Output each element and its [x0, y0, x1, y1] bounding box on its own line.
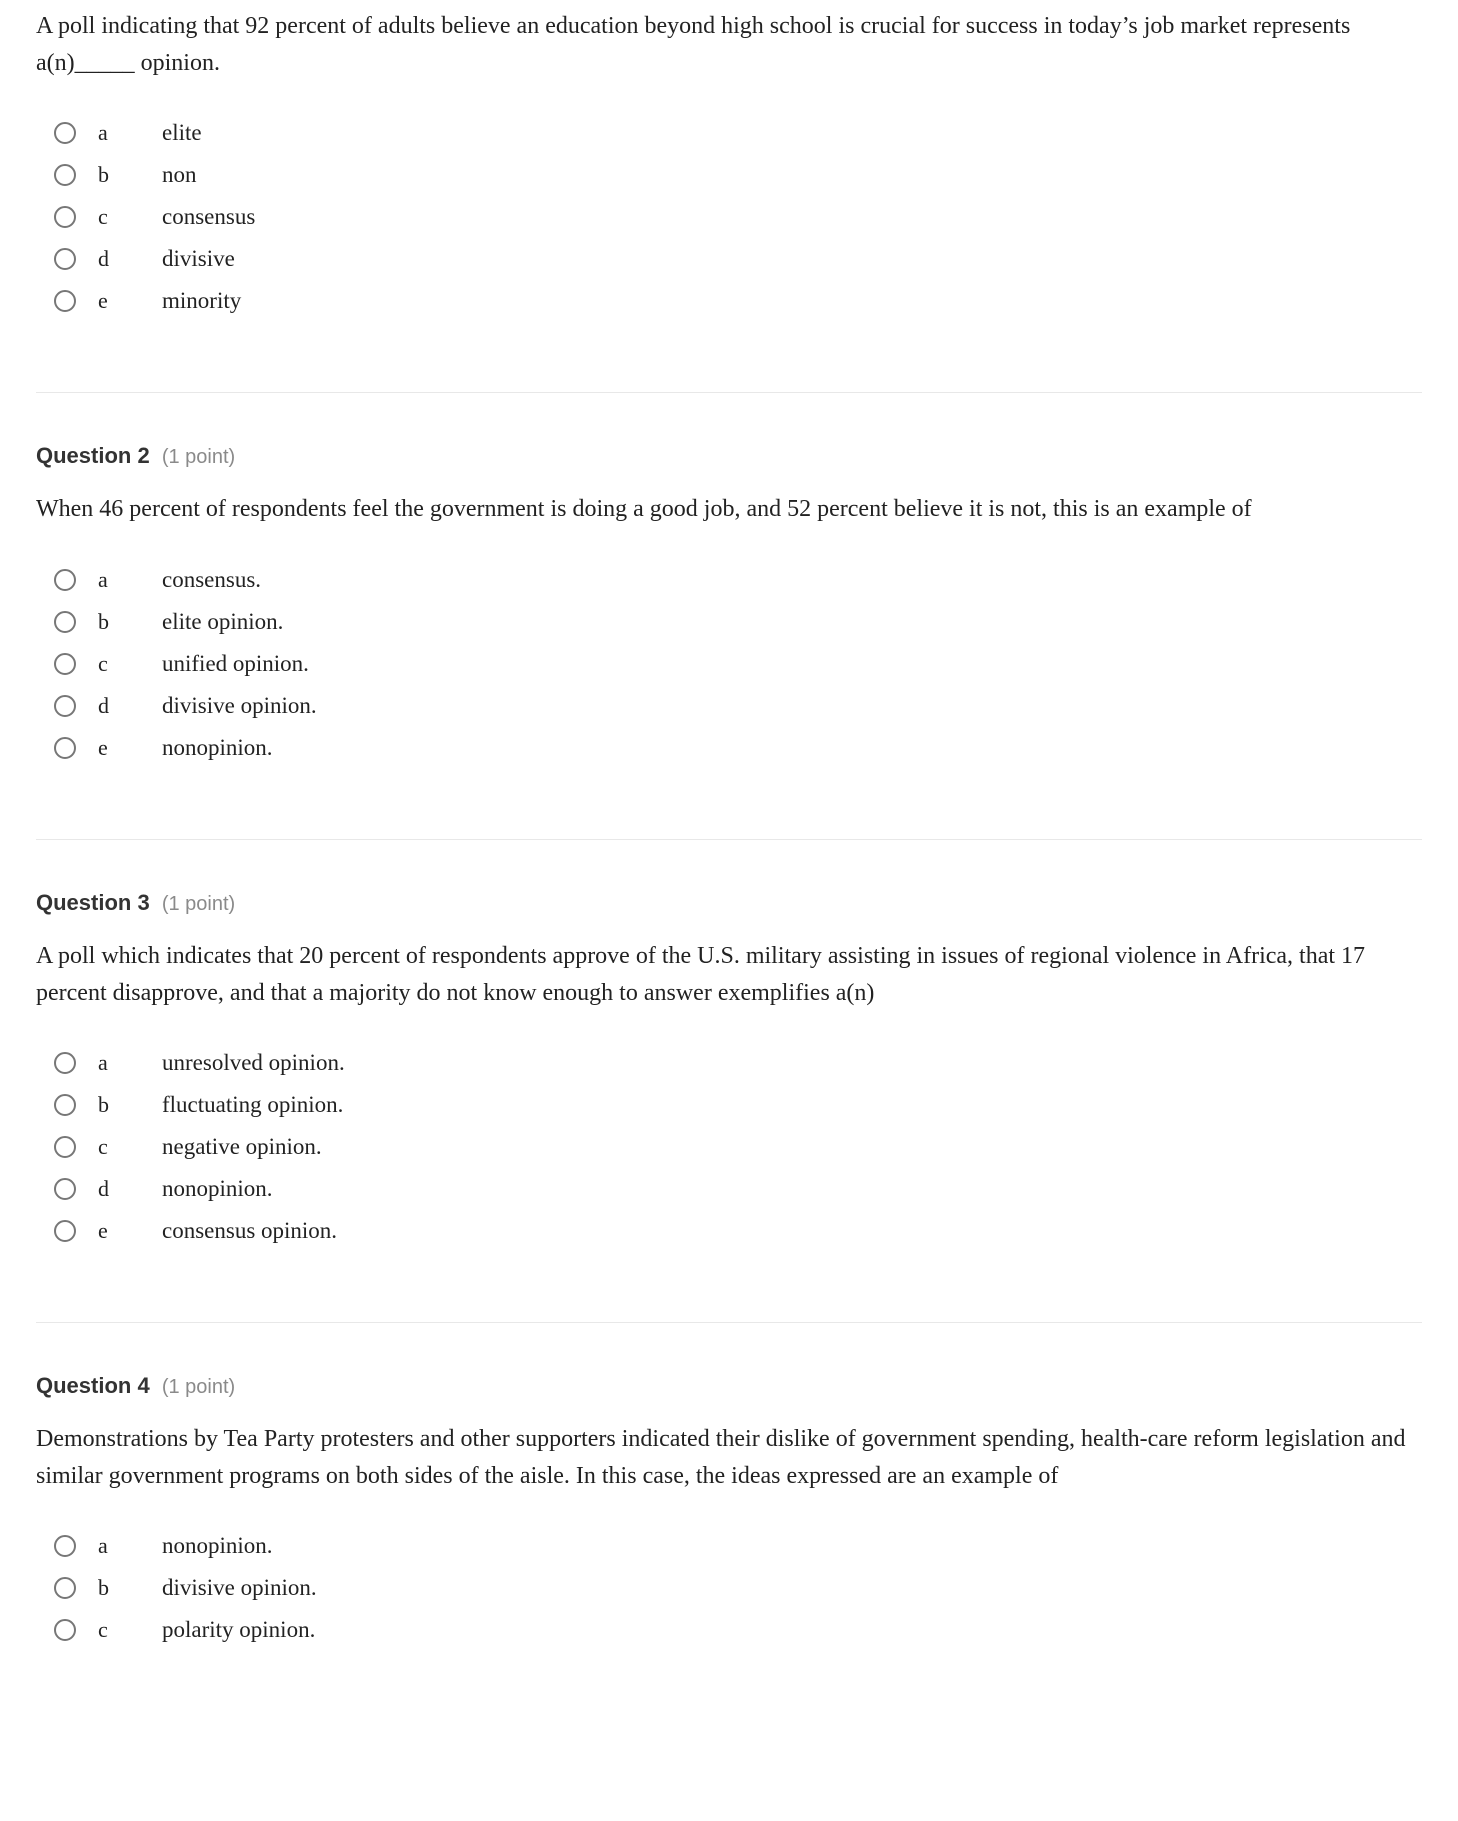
- option-row[interactable]: e consensus opinion.: [54, 1210, 1422, 1252]
- question-points: (1 point): [162, 1376, 235, 1398]
- option-text: nonopinion.: [162, 1176, 273, 1202]
- radio-icon[interactable]: [54, 206, 76, 228]
- option-text: nonopinion.: [162, 735, 273, 761]
- option-row[interactable]: b fluctuating opinion.: [54, 1084, 1422, 1126]
- question-number: Question 2: [36, 443, 150, 468]
- question-prompt: Demonstrations by Tea Party protesters a…: [36, 1421, 1422, 1495]
- radio-icon[interactable]: [54, 1619, 76, 1641]
- question-block-1: A poll indicating that 92 percent of adu…: [36, 8, 1422, 393]
- radio-icon[interactable]: [54, 569, 76, 591]
- option-letter: c: [76, 1617, 162, 1643]
- option-letter: c: [76, 1134, 162, 1160]
- option-row[interactable]: d nonopinion.: [54, 1168, 1422, 1210]
- option-letter: e: [76, 735, 162, 761]
- radio-icon[interactable]: [54, 1178, 76, 1200]
- option-letter: b: [76, 1092, 162, 1118]
- options-list: a nonopinion. b divisive opinion. c pola…: [36, 1525, 1422, 1651]
- option-row[interactable]: a nonopinion.: [54, 1525, 1422, 1567]
- question-number: Question 3: [36, 890, 150, 915]
- option-row[interactable]: d divisive opinion.: [54, 685, 1422, 727]
- option-letter: d: [76, 693, 162, 719]
- option-text: divisive: [162, 246, 235, 272]
- option-text: minority: [162, 288, 241, 314]
- question-block-2: Question 2 (1 point) When 46 percent of …: [36, 443, 1422, 839]
- option-letter: e: [76, 288, 162, 314]
- radio-icon[interactable]: [54, 164, 76, 186]
- option-text: elite opinion.: [162, 609, 283, 635]
- option-letter: c: [76, 204, 162, 230]
- radio-icon[interactable]: [54, 1136, 76, 1158]
- option-text: unresolved opinion.: [162, 1050, 345, 1076]
- option-row[interactable]: a elite: [54, 112, 1422, 154]
- quiz-page: A poll indicating that 92 percent of adu…: [0, 0, 1458, 1651]
- option-text: polarity opinion.: [162, 1617, 315, 1643]
- option-row[interactable]: b non: [54, 154, 1422, 196]
- radio-icon[interactable]: [54, 611, 76, 633]
- radio-icon[interactable]: [54, 737, 76, 759]
- question-prompt: When 46 percent of respondents feel the …: [36, 491, 1422, 528]
- option-letter: d: [76, 246, 162, 272]
- question-header: Question 3 (1 point): [36, 890, 1422, 916]
- question-header: Question 2 (1 point): [36, 443, 1422, 469]
- option-letter: a: [76, 567, 162, 593]
- option-text: nonopinion.: [162, 1533, 273, 1559]
- options-list: a elite b non c consensus d divisive e: [36, 112, 1422, 322]
- question-prompt: A poll indicating that 92 percent of adu…: [36, 8, 1422, 82]
- radio-icon[interactable]: [54, 122, 76, 144]
- radio-icon[interactable]: [54, 1535, 76, 1557]
- question-number: Question 4: [36, 1373, 150, 1398]
- option-text: divisive opinion.: [162, 693, 317, 719]
- option-text: consensus.: [162, 567, 261, 593]
- radio-icon[interactable]: [54, 1220, 76, 1242]
- option-letter: c: [76, 651, 162, 677]
- option-text: unified opinion.: [162, 651, 309, 677]
- option-row[interactable]: c negative opinion.: [54, 1126, 1422, 1168]
- question-points: (1 point): [162, 446, 235, 468]
- radio-icon[interactable]: [54, 695, 76, 717]
- options-list: a unresolved opinion. b fluctuating opin…: [36, 1042, 1422, 1252]
- option-letter: a: [76, 120, 162, 146]
- radio-icon[interactable]: [54, 290, 76, 312]
- radio-icon[interactable]: [54, 1052, 76, 1074]
- option-letter: b: [76, 1575, 162, 1601]
- radio-icon[interactable]: [54, 248, 76, 270]
- option-row[interactable]: e minority: [54, 280, 1422, 322]
- option-row[interactable]: a unresolved opinion.: [54, 1042, 1422, 1084]
- option-row[interactable]: e nonopinion.: [54, 727, 1422, 769]
- question-block-4: Question 4 (1 point) Demonstrations by T…: [36, 1373, 1422, 1651]
- option-row[interactable]: d divisive: [54, 238, 1422, 280]
- question-header: Question 4 (1 point): [36, 1373, 1422, 1399]
- radio-icon[interactable]: [54, 653, 76, 675]
- option-text: negative opinion.: [162, 1134, 322, 1160]
- option-row[interactable]: c consensus: [54, 196, 1422, 238]
- question-block-3: Question 3 (1 point) A poll which indica…: [36, 890, 1422, 1323]
- option-text: divisive opinion.: [162, 1575, 317, 1601]
- option-row[interactable]: a consensus.: [54, 559, 1422, 601]
- option-letter: e: [76, 1218, 162, 1244]
- question-points: (1 point): [162, 893, 235, 915]
- option-row[interactable]: b elite opinion.: [54, 601, 1422, 643]
- option-letter: b: [76, 162, 162, 188]
- options-list: a consensus. b elite opinion. c unified …: [36, 559, 1422, 769]
- option-text: non: [162, 162, 197, 188]
- option-letter: a: [76, 1533, 162, 1559]
- option-text: consensus opinion.: [162, 1218, 337, 1244]
- radio-icon[interactable]: [54, 1094, 76, 1116]
- option-letter: b: [76, 609, 162, 635]
- question-prompt: A poll which indicates that 20 percent o…: [36, 938, 1422, 1012]
- option-row[interactable]: c unified opinion.: [54, 643, 1422, 685]
- option-letter: d: [76, 1176, 162, 1202]
- radio-icon[interactable]: [54, 1577, 76, 1599]
- option-text: fluctuating opinion.: [162, 1092, 343, 1118]
- option-text: elite: [162, 120, 202, 146]
- option-text: consensus: [162, 204, 255, 230]
- option-row[interactable]: b divisive opinion.: [54, 1567, 1422, 1609]
- option-row[interactable]: c polarity opinion.: [54, 1609, 1422, 1651]
- option-letter: a: [76, 1050, 162, 1076]
